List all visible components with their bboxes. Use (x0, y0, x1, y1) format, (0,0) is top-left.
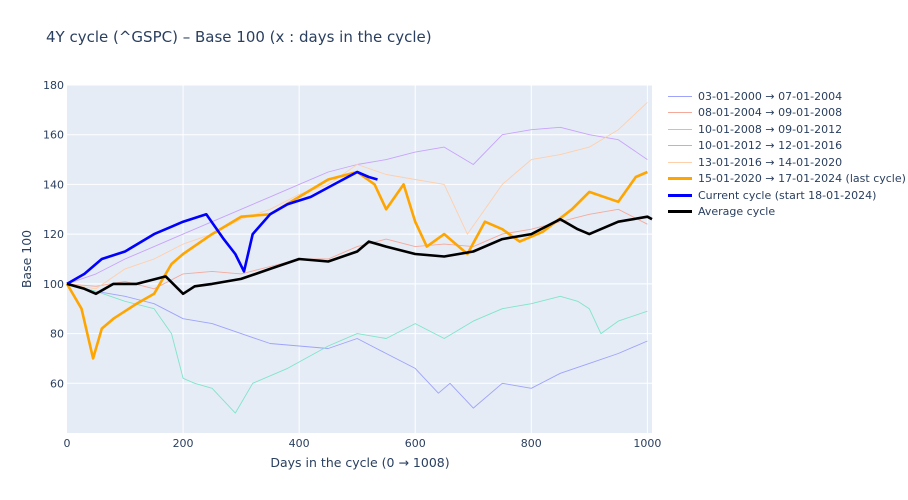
legend-item[interactable]: Current cycle (start 18-01-2024) (668, 187, 906, 204)
x-tick-label: 1000 (633, 437, 661, 450)
legend-label: Current cycle (start 18-01-2024) (698, 188, 877, 202)
series-line-5 (65, 170, 648, 360)
x-tick-label: 400 (289, 437, 310, 450)
legend-item[interactable]: 15-01-2020 → 17-01-2024 (last cycle) (668, 171, 906, 188)
y-tick-label: 120 (43, 228, 64, 241)
y-tick-label: 180 (43, 79, 64, 92)
legend-swatch (668, 210, 692, 214)
legend-item[interactable]: 10-01-2008 → 09-01-2012 (668, 121, 906, 138)
x-tick-label: 200 (173, 437, 194, 450)
chart-title: 4Y cycle (^GSPC) – Base 100 (x : days in… (46, 28, 432, 46)
series-line-4 (66, 102, 648, 290)
x-tick-label: 800 (521, 437, 542, 450)
y-tick-label: 140 (43, 178, 64, 191)
x-tick-label: 0 (64, 437, 71, 450)
legend-swatch (668, 95, 692, 97)
x-axis-label: Days in the cycle (0 → 1008) (270, 455, 449, 470)
series-line-2 (66, 283, 648, 414)
legend-item[interactable]: 03-01-2000 → 07-01-2004 (668, 88, 906, 105)
y-tick-label: 60 (50, 377, 64, 390)
legend: 03-01-2000 → 07-01-2004 08-01-2004 → 09-0… (668, 88, 906, 220)
plot-area (67, 85, 652, 433)
legend-swatch (668, 193, 692, 197)
series-line-6 (66, 170, 378, 286)
legend-swatch (668, 145, 692, 147)
y-tick-label: 160 (43, 129, 64, 142)
legend-label: 15-01-2020 → 17-01-2024 (last cycle) (698, 172, 906, 186)
legend-label: 03-01-2000 → 07-01-2004 (698, 89, 843, 103)
y-tick-label: 80 (50, 328, 64, 341)
legend-item[interactable]: Average cycle (668, 204, 906, 221)
series-line-7 (66, 215, 653, 296)
legend-item[interactable]: 08-01-2004 → 09-01-2008 (668, 105, 906, 122)
legend-label: 08-01-2004 → 09-01-2008 (698, 106, 843, 120)
legend-item[interactable]: 10-01-2012 → 12-01-2016 (668, 138, 906, 155)
legend-label: 10-01-2012 → 12-01-2016 (698, 139, 843, 153)
legend-swatch (668, 161, 692, 163)
legend-swatch (668, 128, 692, 130)
legend-label: Average cycle (698, 205, 776, 219)
legend-item[interactable]: 13-01-2016 → 14-01-2020 (668, 154, 906, 171)
legend-swatch (668, 177, 692, 181)
legend-label: 10-01-2008 → 09-01-2012 (698, 122, 843, 136)
legend-swatch (668, 112, 692, 114)
y-tick-label: 100 (43, 278, 64, 291)
series-line-0 (66, 283, 648, 409)
y-axis-label: Base 100 (19, 230, 34, 288)
x-tick-label: 600 (405, 437, 426, 450)
legend-label: 13-01-2016 → 14-01-2020 (698, 155, 843, 169)
